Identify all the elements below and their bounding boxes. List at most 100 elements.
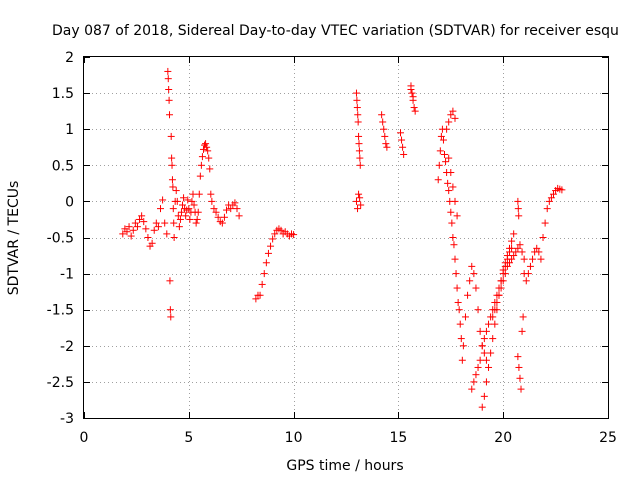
data-point	[505, 244, 513, 252]
x-tick-label: 20	[494, 430, 512, 446]
data-point	[436, 147, 444, 155]
data-point	[138, 212, 146, 220]
x-tick-label: 15	[389, 430, 407, 446]
data-point	[489, 313, 497, 321]
data-point	[170, 234, 178, 241]
data-point	[206, 165, 214, 173]
data-point	[524, 270, 532, 278]
data-point	[220, 213, 228, 221]
data-point	[166, 306, 174, 314]
data-point	[410, 104, 418, 112]
data-point	[396, 129, 404, 137]
data-point	[514, 353, 522, 361]
data-point	[186, 215, 194, 223]
data-point	[173, 197, 181, 205]
data-point	[411, 107, 419, 115]
data-point	[450, 241, 458, 249]
data-point	[434, 176, 442, 184]
data-point	[455, 306, 463, 314]
data-point	[522, 277, 530, 285]
x-tick-label: 5	[184, 430, 193, 446]
data-point	[442, 158, 450, 166]
data-point	[491, 320, 499, 328]
data-point	[152, 219, 160, 227]
data-point	[510, 252, 518, 260]
y-tick-label: 0	[65, 194, 74, 210]
data-point	[353, 104, 361, 112]
y-tick-label: -0.5	[47, 231, 74, 247]
data-point	[526, 262, 534, 270]
data-point	[185, 205, 193, 213]
data-point	[192, 219, 200, 227]
data-point	[480, 335, 488, 343]
data-point	[212, 208, 220, 216]
y-tick-label: 1	[65, 122, 74, 138]
data-point	[499, 277, 507, 285]
data-point	[260, 270, 268, 278]
data-point	[408, 89, 416, 97]
data-point	[518, 248, 526, 256]
data-point	[482, 378, 490, 386]
data-point	[558, 186, 566, 194]
data-point	[167, 313, 175, 321]
data-point	[164, 67, 172, 75]
data-point	[290, 231, 298, 239]
data-point	[512, 248, 520, 256]
data-point	[541, 219, 549, 227]
data-point	[172, 187, 180, 195]
y-axis-label: SDTVAR / TECUs	[6, 181, 22, 296]
data-point	[445, 187, 453, 195]
data-point	[529, 255, 537, 263]
data-point	[125, 223, 133, 231]
data-point	[437, 132, 445, 140]
data-point	[119, 230, 127, 238]
data-point	[214, 213, 222, 221]
data-point	[407, 85, 415, 93]
data-point	[445, 118, 453, 126]
data-point	[182, 212, 190, 220]
data-point	[131, 219, 139, 227]
data-point	[202, 140, 210, 148]
data-point	[451, 197, 459, 205]
data-point	[144, 234, 152, 241]
data-point	[448, 219, 456, 227]
y-tick-label: 1.5	[52, 86, 74, 102]
data-point	[470, 270, 478, 278]
data-point	[204, 147, 212, 155]
data-point	[148, 239, 156, 247]
data-point	[441, 150, 449, 158]
data-point	[193, 215, 201, 223]
data-point	[487, 349, 495, 357]
data-point	[545, 197, 553, 205]
data-point	[539, 234, 547, 241]
y-tick-label: -1	[60, 267, 74, 283]
data-point	[169, 183, 177, 191]
data-point	[150, 226, 158, 234]
y-tick-label: -2.5	[47, 375, 74, 391]
data-point	[447, 111, 455, 119]
data-point	[398, 136, 406, 144]
data-point	[409, 93, 417, 101]
chart-title: Day 087 of 2018, Sidereal Day-to-day VTE…	[52, 23, 619, 39]
data-point	[123, 228, 131, 236]
data-point	[515, 363, 523, 371]
data-point	[352, 197, 360, 205]
data-point	[452, 270, 460, 278]
data-point	[451, 114, 459, 122]
y-tick-label: -2	[60, 339, 74, 355]
data-point	[235, 212, 243, 220]
data-point	[154, 223, 162, 231]
data-point	[516, 374, 524, 382]
data-point	[177, 208, 185, 216]
x-tick-label: 25	[599, 430, 617, 446]
data-point	[514, 205, 522, 213]
data-point	[175, 223, 183, 231]
data-point	[142, 225, 150, 233]
data-point	[466, 277, 474, 285]
data-point	[174, 212, 182, 220]
data-point	[476, 327, 484, 335]
data-point	[468, 262, 476, 270]
data-point	[449, 183, 457, 191]
data-point	[205, 154, 213, 162]
data-point	[474, 363, 482, 371]
